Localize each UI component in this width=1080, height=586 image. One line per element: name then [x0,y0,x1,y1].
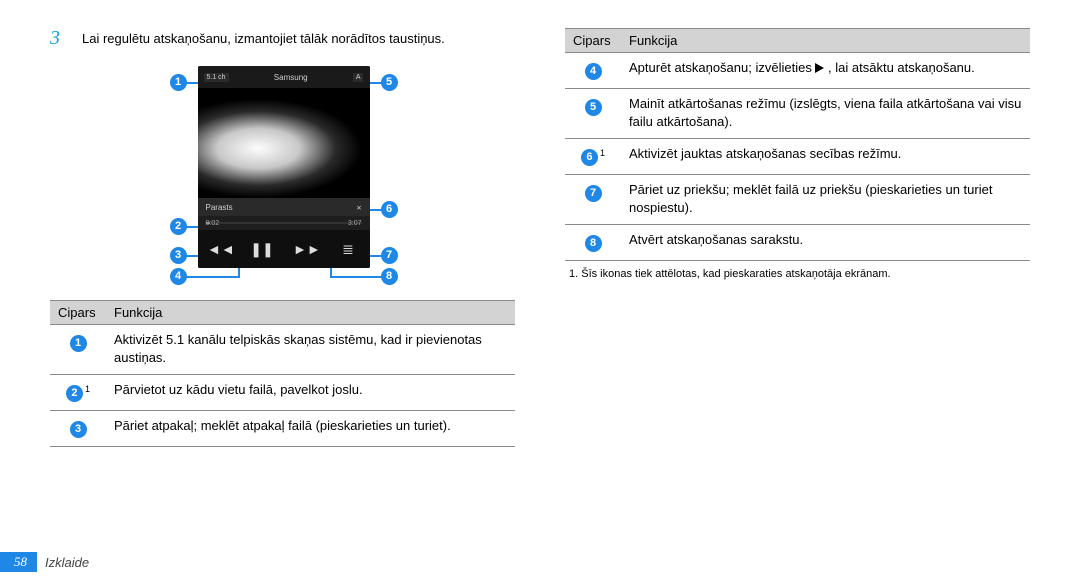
section-name: Izklaide [45,555,89,570]
table-header-funkcija: Funkcija [621,29,1030,53]
left-column: 3 Lai regulētu atskaņošanu, izmantojiet … [50,28,515,447]
row-text: Pāriet uz priekšu; meklēt failā uz priek… [621,175,1030,225]
row-footnote-ref: 1 [85,384,90,394]
track-title: Samsung [274,73,308,82]
table-row: 5 Mainīt atkārtošanas režīmu (izslēgts, … [565,89,1030,139]
row-text: Aktivizēt 5.1 kanālu telpiskās skaņas si… [106,325,515,375]
table-header-cipars: Cipars [565,29,621,53]
row-badge: 1 [70,335,87,352]
prev-icon: ◄◄ [207,241,231,257]
next-icon: ►► [293,241,317,257]
track-info-bar: Parasts ✕ [198,198,370,216]
right-column: Cipars Funkcija 4 Apturēt atskaņošanu; i… [565,28,1030,447]
controls-table-right: Cipars Funkcija 4 Apturēt atskaņošanu; i… [565,28,1030,261]
table-header-cipars: Cipars [50,301,106,325]
page-footer: 58 Izklaide [0,552,89,572]
surround-indicator: 5.1 ch [204,73,229,82]
row-text-post: , lai atsāktu atskaņošanu. [824,60,974,75]
album-art [198,88,370,198]
shuffle-icon: ✕ [357,203,362,212]
row-text: Apturēt atskaņošanu; izvēlieties , lai a… [621,53,1030,89]
progress-bar: 0:02 3:07 [198,216,370,230]
page-number: 58 [0,552,37,572]
table-row: 21 Pārvietot uz kādu vietu failā, pavelk… [50,375,515,411]
pause-icon: ❚❚ [250,241,274,258]
step-3: 3 Lai regulētu atskaņošanu, izmantojiet … [50,28,515,48]
row-badge: 3 [70,421,87,438]
repeat-indicator: A [353,73,364,82]
callout-5: 5 [381,74,398,91]
controls-table-left: Cipars Funkcija 1 Aktivizēt 5.1 kanālu t… [50,300,515,447]
row-badge: 4 [585,63,602,80]
player-controls: ◄◄ ❚❚ ►► ≣ [198,230,370,268]
table-header-funkcija: Funkcija [106,301,515,325]
footnote: 1. Šīs ikonas tiek attēlotas, kad pieska… [565,267,1030,282]
lead-line [330,276,382,278]
callout-7: 7 [381,247,398,264]
callout-1: 1 [170,74,187,91]
row-text: Mainīt atkārtošanas režīmu (izslēgts, vi… [621,89,1030,139]
callout-8: 8 [381,268,398,285]
step-text: Lai regulētu atskaņošanu, izmantojiet tā… [82,28,445,48]
table-row: 61 Aktivizēt jauktas atskaņošanas secība… [565,139,1030,175]
table-row: 7 Pāriet uz priekšu; meklēt failā uz pri… [565,175,1030,225]
callout-4: 4 [170,268,187,285]
row-text: Pārvietot uz kādu vietu failā, pavelkot … [106,375,515,411]
playlist-icon: ≣ [336,241,360,258]
table-row: 3 Pāriet atpakaļ; meklēt atpakaļ failā (… [50,411,515,447]
row-badge: 6 [581,149,598,166]
callout-2: 2 [170,218,187,235]
table-row: 4 Apturēt atskaņošanu; izvēlieties , lai… [565,53,1030,89]
time-total: 3:07 [348,220,362,227]
row-badge: 2 [66,385,83,402]
progress-track [206,222,362,224]
row-text-pre: Apturēt atskaņošanu; izvēlieties [629,60,815,75]
callout-6: 6 [381,201,398,218]
row-text: Pāriet atpakaļ; meklēt atpakaļ failā (pi… [106,411,515,447]
phone: 1 2 3 4 5 6 7 8 5.1 ch Samsung A [138,66,428,276]
callout-3: 3 [170,247,187,264]
lead-line [368,82,382,84]
phone-diagram: 1 2 3 4 5 6 7 8 5.1 ch Samsung A [50,66,515,276]
step-number: 3 [50,28,72,48]
row-badge: 8 [585,235,602,252]
eq-label: Parasts [206,203,233,212]
lead-line [186,276,240,278]
player-topbar: 5.1 ch Samsung A [198,66,370,88]
row-text: Aktivizēt jauktas atskaņošanas secības r… [621,139,1030,175]
time-elapsed: 0:02 [206,220,220,227]
table-row: 8 Atvērt atskaņošanas sarakstu. [565,225,1030,261]
row-text: Atvērt atskaņošanas sarakstu. [621,225,1030,261]
table-row: 1 Aktivizēt 5.1 kanālu telpiskās skaņas … [50,325,515,375]
page-columns: 3 Lai regulētu atskaņošanu, izmantojiet … [50,28,1030,447]
row-footnote-ref: 1 [600,148,605,158]
row-badge: 7 [585,185,602,202]
phone-screen: 5.1 ch Samsung A Parasts ✕ 0:02 3:07 [198,66,370,268]
row-badge: 5 [585,99,602,116]
